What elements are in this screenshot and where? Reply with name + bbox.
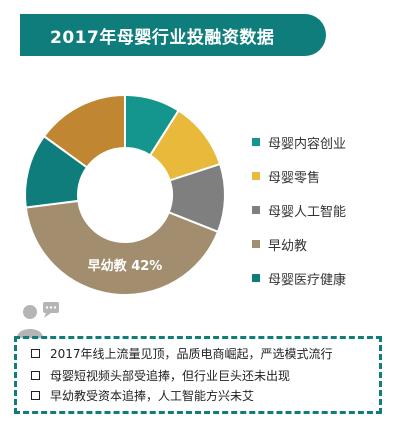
- note-text: 母婴短视频头部受追捧，但行业巨头还未出现: [50, 369, 291, 383]
- legend-swatch: [252, 206, 260, 214]
- note-text: 2017年线上流量见顶，品质电商崛起，严选模式流行: [50, 347, 333, 361]
- legend-label: 母婴医疗健康: [268, 272, 347, 288]
- bullet-square-icon: [31, 349, 40, 358]
- legend-item: 母婴内容创业: [252, 134, 347, 152]
- note-item: 2017年线上流量见顶，品质电商崛起，严选模式流行: [31, 345, 333, 362]
- bullet-square-icon: [31, 391, 40, 400]
- pie-slice: [42, 93, 126, 169]
- legend-swatch: [252, 274, 260, 282]
- note-item: 早幼教受资本追捧，人工智能方兴未艾: [31, 387, 254, 404]
- notes-panel: 2017年线上流量见顶，品质电商崛起，严选模式流行 母婴短视频头部受追捧，但行业…: [14, 336, 382, 414]
- legend-swatch: [252, 240, 260, 248]
- person-speech-icon: [17, 302, 59, 338]
- legend-item: 早幼教: [252, 236, 346, 254]
- chart-legend: 母婴内容创业 母婴零售 母婴人工智能 早幼教 母婴医疗健康: [252, 134, 346, 304]
- legend-label: 母婴零售: [268, 170, 321, 186]
- donut-chart: 早幼教 42%: [24, 93, 226, 296]
- pie-slice: [24, 199, 220, 296]
- legend-label: 母婴内容创业: [268, 136, 347, 152]
- legend-swatch: [252, 172, 260, 180]
- legend-item: 母婴人工智能: [252, 202, 347, 220]
- note-text: 早幼教受资本追捧，人工智能方兴未艾: [50, 389, 255, 403]
- legend-swatch: [252, 138, 260, 146]
- bullet-square-icon: [31, 371, 40, 380]
- legend-label: 母婴人工智能: [268, 204, 347, 220]
- note-item: 母婴短视频头部受追捧，但行业巨头还未出现: [31, 367, 290, 384]
- chart-title: 2017年母婴行业投融资数据: [20, 14, 326, 56]
- legend-item: 母婴零售: [252, 168, 346, 186]
- legend-item: 母婴医疗健康: [252, 270, 347, 288]
- legend-label: 早幼教: [268, 238, 308, 254]
- data-label: 早幼教 42%: [88, 258, 163, 274]
